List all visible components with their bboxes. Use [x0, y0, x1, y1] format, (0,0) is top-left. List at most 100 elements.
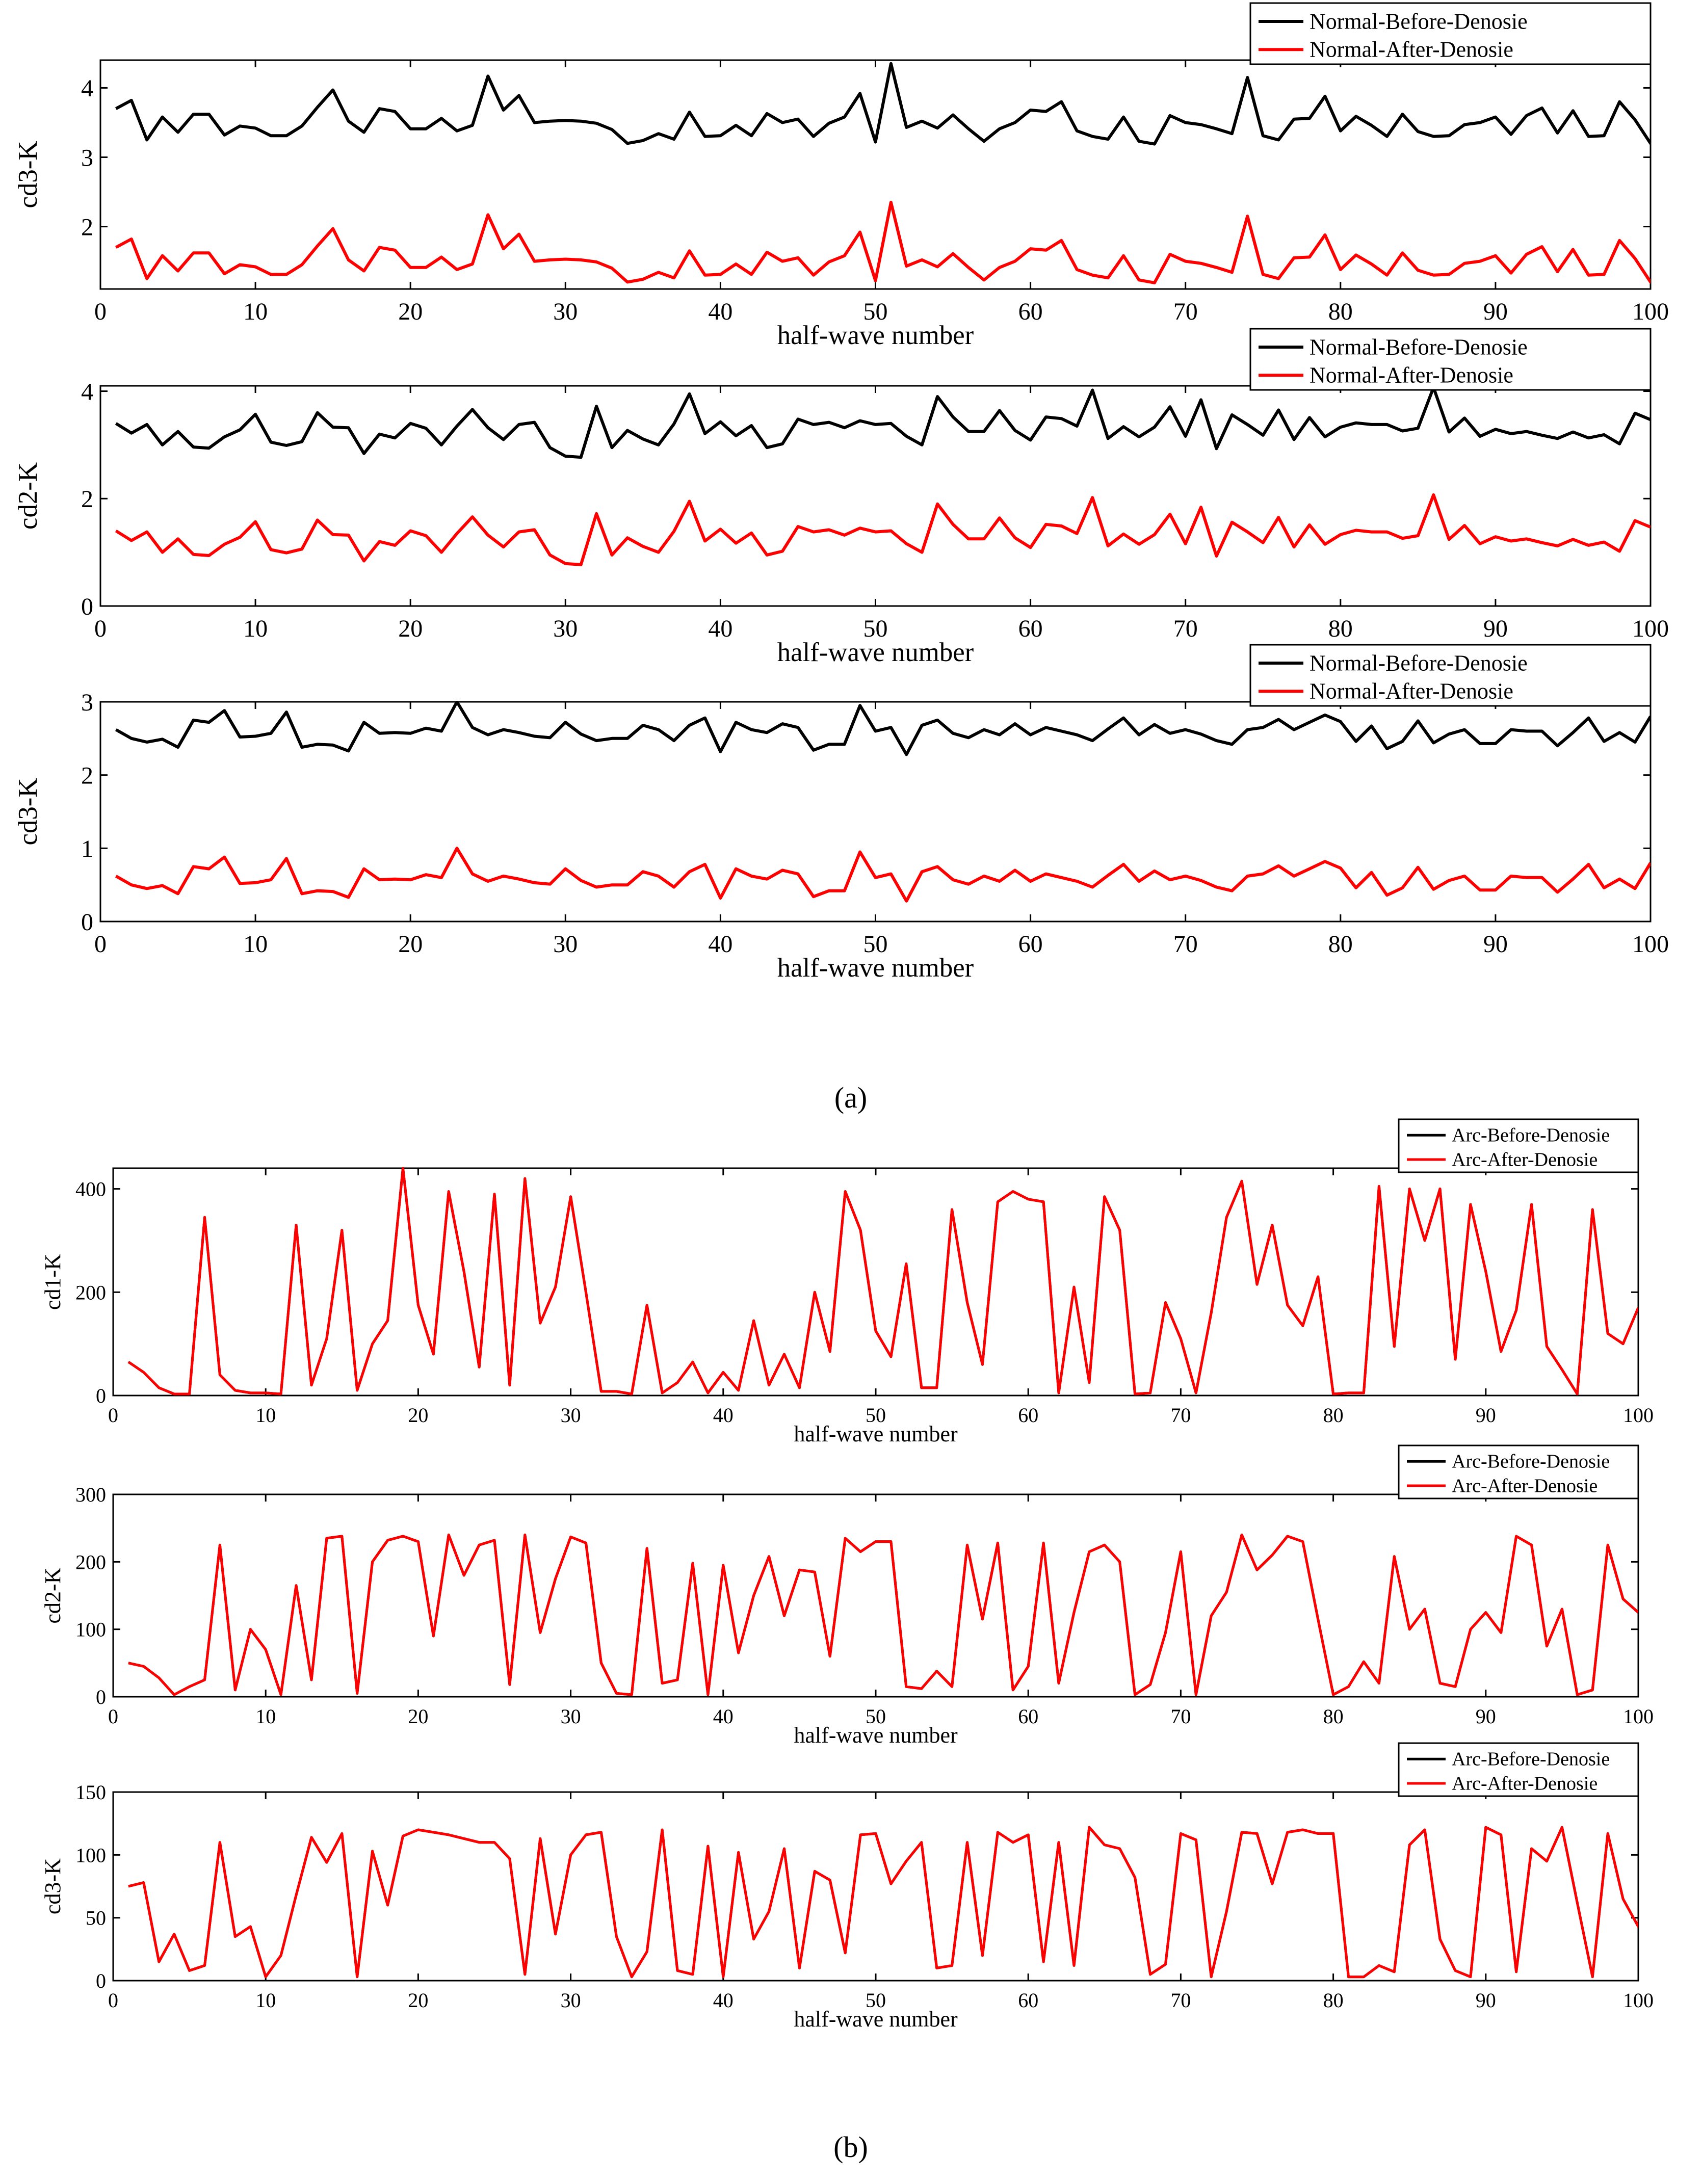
x-tick-label: 90 — [1483, 931, 1508, 958]
x-tick-label: 60 — [1018, 298, 1043, 325]
x-tick-label: 40 — [713, 1705, 734, 1728]
x-tick-label: 100 — [1632, 298, 1669, 325]
x-tick-label: 70 — [1173, 298, 1198, 325]
chart-panel: 0 10 20 30 40 50 60 70 80 90 100 0 1 2 3 half-wave numb… — [13, 644, 1669, 983]
legend-label: Normal-After-Denosie — [1310, 37, 1513, 62]
legend-label: Arc-Before-Denosie — [1452, 1749, 1610, 1770]
chart-panel: 0 10 20 30 40 50 60 70 80 90 100 0 50 100 150 half-wave… — [40, 1742, 1654, 2032]
legend-box — [1398, 1742, 1639, 1797]
x-tick-label: 80 — [1328, 931, 1353, 958]
legend-label: Arc-After-Denosie — [1452, 1149, 1598, 1171]
x-tick-label: 60 — [1018, 1705, 1038, 1728]
x-tick-label: 0 — [108, 1989, 118, 2012]
plot-frame — [99, 385, 1652, 607]
x-tick-label: 90 — [1483, 615, 1508, 642]
x-tick-label: 70 — [1170, 1404, 1191, 1427]
x-tick-label: 10 — [243, 298, 268, 325]
x-tick-label: 0 — [94, 931, 107, 958]
x-tick-label: 100 — [1623, 1989, 1654, 2012]
x-tick-label: 80 — [1323, 1404, 1344, 1427]
y-tick-label: 200 — [75, 1550, 106, 1573]
y-tick-label: 3 — [81, 689, 93, 716]
y-tick-label: 2 — [81, 214, 93, 241]
series-line-arc-after-denosie — [128, 1533, 1638, 1696]
x-tick-label: 0 — [94, 615, 107, 642]
x-tick-label: 20 — [408, 1705, 428, 1728]
x-tick-label: 100 — [1632, 931, 1669, 958]
legend-label: Arc-Before-Denosie — [1452, 1125, 1610, 1146]
x-tick-label: 40 — [713, 1989, 734, 2012]
x-tick-label: 30 — [561, 1705, 581, 1728]
legend-box — [1249, 328, 1652, 391]
x-tick-label: 40 — [708, 931, 732, 958]
x-tick-label: 0 — [108, 1404, 118, 1427]
y-tick-label: 400 — [75, 1178, 106, 1201]
x-tick-label: 40 — [708, 298, 732, 325]
series-line-normal-before-denosie — [115, 386, 1651, 459]
y-tick-label: 100 — [75, 1844, 106, 1866]
y-tick-label: 100 — [75, 1618, 106, 1641]
x-tick-label: 10 — [255, 1404, 276, 1427]
legend-label: Arc-After-Denosie — [1452, 1773, 1598, 1795]
y-tick-label: 0 — [81, 593, 93, 620]
x-axis-label: half-wave number — [794, 2007, 958, 2032]
series-line-normal-after-denosie — [115, 847, 1651, 903]
x-tick-label: 70 — [1170, 1705, 1191, 1728]
x-tick-label: 10 — [243, 615, 268, 642]
series-line-arc-after-denosie — [127, 1167, 1638, 1396]
series-line-normal-before-denosie — [115, 62, 1651, 146]
y-tick-label: 150 — [75, 1781, 106, 1804]
plot-frame — [112, 1791, 1639, 1982]
x-tick-label: 20 — [408, 1404, 428, 1427]
series-line-normal-before-denosie — [115, 701, 1651, 756]
legend-label: Arc-After-Denosie — [1452, 1476, 1598, 1497]
x-tick-label: 50 — [866, 1705, 886, 1728]
y-axis-label: cd3-K — [40, 1858, 65, 1914]
chart-panel: 0 10 20 30 40 50 60 70 80 90 100 0 200 400 half-wave n… — [40, 1118, 1654, 1446]
x-tick-label: 70 — [1173, 931, 1198, 958]
legend-label: Normal-After-Denosie — [1310, 363, 1513, 388]
x-tick-label: 80 — [1323, 1705, 1344, 1728]
caption-a: (a) — [834, 1081, 867, 1114]
x-tick-label: 100 — [1623, 1404, 1654, 1427]
x-axis-label: half-wave number — [794, 1422, 958, 1446]
legend: Arc-Before-Denosie Arc-After-Denosie — [1398, 1118, 1639, 1173]
x-tick-label: 70 — [1170, 1989, 1191, 2012]
x-tick-label: 20 — [398, 931, 423, 958]
series-line-normal-after-denosie — [115, 493, 1651, 566]
x-axis-label: half-wave number — [777, 638, 974, 667]
y-tick-label: 0 — [96, 1686, 106, 1708]
plot-frame — [112, 1493, 1639, 1698]
legend-label: Normal-Before-Denosie — [1310, 651, 1528, 676]
x-tick-label: 30 — [553, 615, 578, 642]
y-axis-label: cd3-K — [13, 141, 43, 208]
legend-label: Arc-Before-Denosie — [1452, 1451, 1610, 1472]
x-tick-label: 80 — [1323, 1989, 1344, 2012]
x-tick-label: 60 — [1018, 1404, 1038, 1427]
x-tick-label: 90 — [1476, 1705, 1496, 1728]
plot-frame — [112, 1167, 1639, 1397]
legend: Normal-Before-Denosie Normal-After-Denosi… — [1249, 2, 1652, 65]
legend: Normal-Before-Denosie Normal-After-Denosi… — [1249, 328, 1652, 391]
y-tick-label: 50 — [86, 1907, 106, 1930]
plot-frame — [99, 701, 1652, 923]
x-tick-label: 20 — [398, 298, 423, 325]
y-tick-label: 4 — [81, 378, 93, 405]
x-tick-label: 40 — [708, 615, 732, 642]
y-axis-label: cd2-K — [40, 1567, 65, 1623]
x-tick-label: 90 — [1476, 1404, 1496, 1427]
legend: Arc-Before-Denosie Arc-After-Denosie — [1398, 1444, 1639, 1499]
x-tick-label: 60 — [1018, 931, 1043, 958]
y-tick-label: 4 — [81, 75, 93, 102]
x-tick-label: 50 — [866, 1404, 886, 1427]
x-tick-label: 30 — [553, 298, 578, 325]
x-tick-label: 0 — [94, 298, 107, 325]
x-tick-label: 100 — [1623, 1705, 1654, 1728]
plot-frame — [99, 59, 1652, 290]
x-axis-label: half-wave number — [777, 953, 974, 983]
x-tick-label: 50 — [863, 615, 888, 642]
legend-box — [1249, 2, 1652, 65]
x-tick-label: 100 — [1632, 615, 1669, 642]
